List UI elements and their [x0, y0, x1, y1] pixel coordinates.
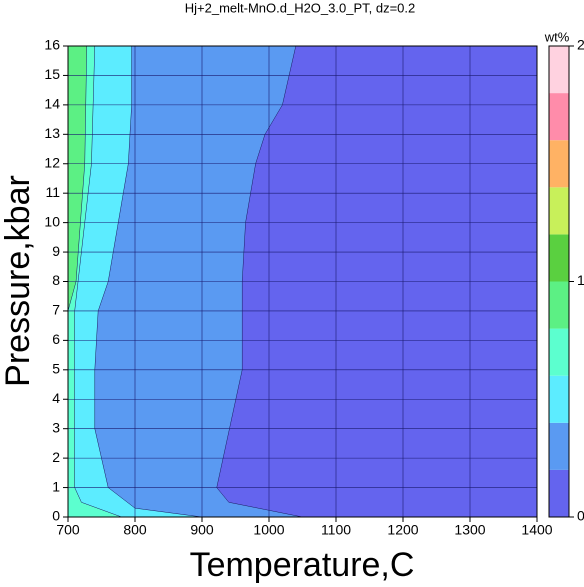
y-tick-label: 16 [44, 37, 60, 53]
y-tick-label: 0 [52, 508, 60, 524]
colorbar-swatch [549, 375, 569, 423]
colorbar-tick-label: 2 [577, 37, 584, 53]
x-tick-label: 1400 [521, 522, 552, 538]
colorbar-tick-label: 1 [577, 272, 584, 288]
y-tick-label: 15 [44, 66, 60, 82]
colorbar-swatch [549, 140, 569, 188]
colorbar-swatch [549, 46, 569, 94]
y-tick-label: 10 [44, 213, 60, 229]
y-tick-label: 4 [52, 390, 60, 406]
y-tick-label: 7 [52, 302, 60, 318]
x-tick-label: 1100 [321, 522, 351, 538]
colorbar-swatch [549, 469, 569, 517]
x-tick-label: 900 [190, 522, 214, 538]
y-tick-label: 11 [45, 184, 60, 200]
y-tick-label: 14 [44, 96, 60, 112]
x-tick-label: 1000 [253, 522, 284, 538]
colorbar-label: wt% [544, 29, 570, 44]
y-tick-label: 2 [52, 449, 60, 465]
colorbar-swatch [549, 422, 569, 470]
colorbar-tick-label: 0 [577, 508, 584, 524]
colorbar-swatch [549, 187, 569, 235]
x-tick-label: 800 [123, 522, 147, 538]
colorbar-swatch [549, 328, 569, 376]
y-tick-label: 3 [52, 419, 60, 435]
y-tick-label: 1 [52, 478, 60, 494]
x-axis-label: Temperature,C [190, 546, 415, 584]
colorbar-swatch [549, 93, 569, 141]
y-tick-label: 6 [52, 331, 60, 347]
y-tick-label: 8 [52, 272, 60, 288]
y-tick-label: 5 [52, 361, 60, 377]
colorbar-swatch [549, 234, 569, 282]
plot-frame [67, 45, 538, 518]
colorbar-swatch [549, 281, 569, 329]
y-tick-label: 13 [44, 125, 60, 141]
chart-title: Hj+2_melt-MnO.d_H2O_3.0_PT, dz=0.2 [185, 0, 416, 15]
y-axis-label: Pressure,kbar [0, 175, 37, 387]
y-tick-label: 12 [44, 154, 60, 170]
y-tick-label: 9 [52, 243, 60, 259]
x-tick-label: 700 [56, 522, 80, 538]
x-tick-label: 1200 [387, 522, 418, 538]
x-tick-label: 1300 [454, 522, 485, 538]
